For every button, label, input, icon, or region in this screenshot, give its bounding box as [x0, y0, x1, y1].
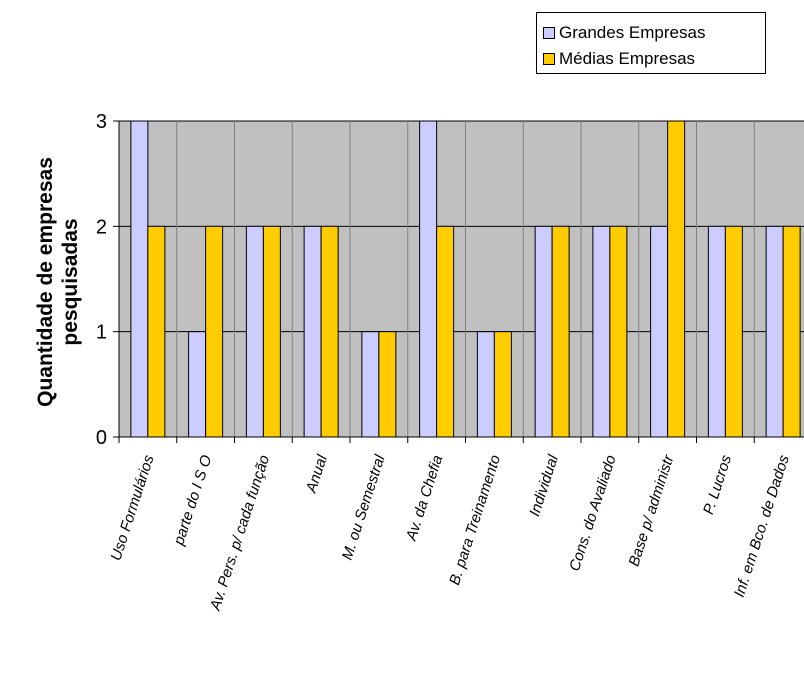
gridlines [119, 120, 804, 437]
plot-area [119, 121, 804, 437]
bar-medias-2 [262, 225, 281, 438]
bar-medias-4 [378, 331, 397, 438]
bar-grandes-10 [707, 225, 726, 438]
x-tick-label: Inf. em Bco. de Dados [731, 453, 793, 600]
bar-grandes-0 [130, 120, 149, 438]
bar-medias-11 [782, 225, 801, 438]
y-tick-label: 1 [96, 322, 107, 344]
x-tick-label: parte do I S O [170, 453, 215, 548]
bar-grandes-11 [765, 225, 784, 438]
y-axis-label-line-2: pesquisadas [59, 218, 82, 346]
x-tick-labels: Uso Formulários parte do I S OAv. Pers. p… [108, 452, 794, 613]
legend-label-grandes: Grandes Empresas [559, 23, 706, 42]
x-tick-label: Av. Pers. p/ cada função [207, 453, 274, 613]
y-tick-label: 0 [96, 427, 107, 449]
bar-grandes-1 [188, 331, 207, 438]
x-tick-label: Anual [303, 452, 332, 495]
bar-medias-10 [724, 225, 743, 438]
bar-medias-3 [320, 225, 339, 438]
bar-grandes-5 [419, 120, 438, 438]
x-tick-label: Base p/ administr [625, 452, 677, 568]
bar-medias-0 [147, 225, 166, 438]
bar-grandes-4 [361, 331, 380, 438]
bar-medias-9 [667, 120, 686, 438]
legend-label-medias: Médias Empresas [559, 49, 696, 68]
x-tick-label: P. Lucros [700, 453, 735, 517]
x-tick-label: Individual [526, 452, 562, 518]
legend-swatch-grandes [543, 27, 555, 39]
y-tick-label: 2 [96, 216, 107, 238]
x-tick-label: B. para Treinamento [446, 453, 504, 587]
bar-medias-6 [493, 331, 512, 438]
x-tick-label: Av. da Chefia [403, 453, 447, 544]
legend-item-medias: Médias Empresas [543, 49, 695, 69]
y-tick-labels: 0 1 2 3 [96, 111, 107, 449]
y-axis-label-line-1: Quantidade de empresas [34, 157, 57, 407]
bar-medias-8 [609, 225, 628, 438]
bar-grandes-2 [245, 225, 264, 438]
x-tick-label: M. ou Semestral [339, 452, 389, 562]
legend-item-grandes: Grandes Empresas [543, 23, 705, 43]
y-axis-label: Quantidade de empresas pesquisadas [33, 157, 83, 407]
bar-grandes-6 [476, 331, 495, 438]
legend: Grandes Empresas Médias Empresas [536, 12, 766, 74]
bar-medias-7 [551, 225, 570, 438]
bar-grandes-8 [592, 225, 611, 438]
bars [130, 120, 801, 438]
legend-swatch-medias [543, 53, 555, 65]
y-tick-label: 3 [96, 111, 107, 133]
axes [113, 120, 804, 443]
x-tick-label: Uso Formulários [108, 453, 158, 563]
bar-grandes-3 [303, 225, 322, 438]
bar-medias-5 [436, 225, 455, 438]
bar-grandes-9 [650, 225, 669, 438]
bar-grandes-7 [534, 225, 553, 438]
x-tick-label: Cons. do Avaliado [566, 453, 620, 573]
bar-medias-1 [205, 225, 224, 438]
